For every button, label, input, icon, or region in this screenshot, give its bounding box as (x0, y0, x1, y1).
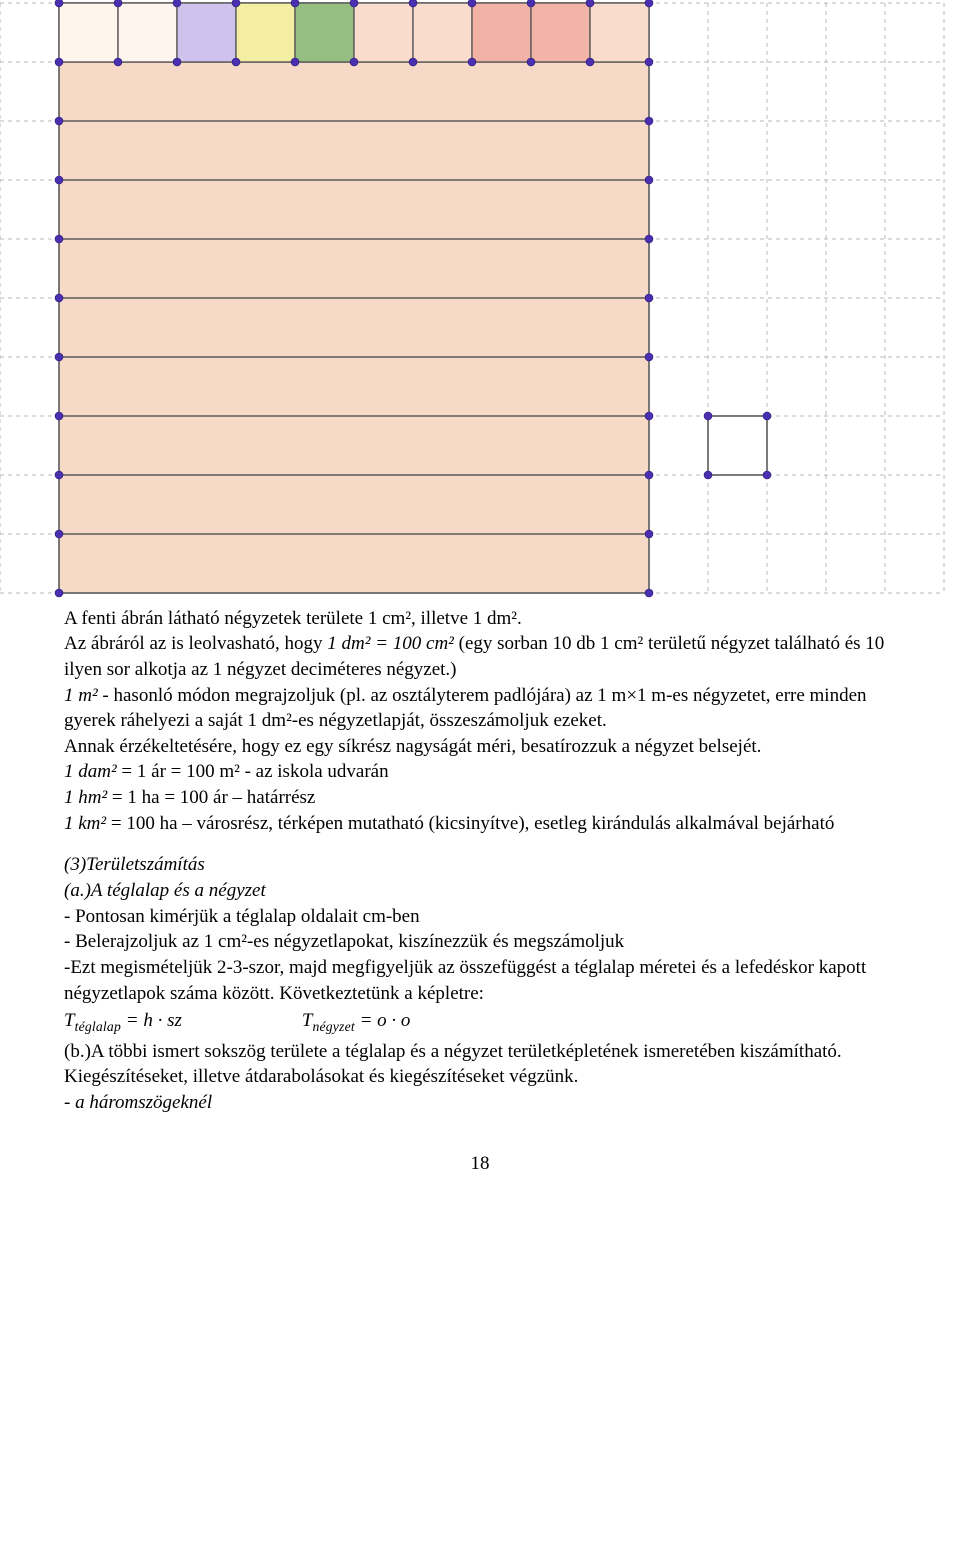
page-number: 18 (64, 1151, 896, 1177)
formula-square: Tnégyzet = o · o (302, 1008, 411, 1036)
formula-rect-sub: téglalap (75, 1019, 121, 1034)
formula-row: Ttéglalap = h · sz Tnégyzet = o · o (64, 1008, 896, 1036)
p5-lead: 1 dam² (64, 761, 117, 782)
formula-sq-T: T (302, 1010, 313, 1031)
p7-body: = 100 ha – városrész, térképen mutatható… (106, 813, 834, 834)
p6-lead: 1 hm² (64, 787, 107, 808)
paragraph-dam2: 1 dam² = 1 ár = 100 m² - az iskola udvar… (64, 759, 896, 785)
paragraph-b: (b.)A többi ismert sokszög területe a té… (64, 1039, 896, 1090)
paragraph-hm2: 1 hm² = 1 ha = 100 ár – határrész (64, 785, 896, 811)
paragraph-m2: 1 m² - hasonló módon megrajzoljuk (pl. a… (64, 683, 896, 734)
geometry-figure (0, 0, 960, 598)
bullet-3: -Ezt megismételjük 2-3-szor, majd megfig… (64, 955, 896, 1006)
formula-rect-T: T (64, 1010, 75, 1031)
paragraph-km2: 1 km² = 100 ha – városrész, térképen mut… (64, 811, 896, 837)
bullet-2: - Belerajzoljuk az 1 cm²-es négyzetlapok… (64, 929, 896, 955)
paragraph-shade: Annak érzékeltetésére, hogy ez egy síkré… (64, 734, 896, 760)
formula-sq-rhs: = o · o (355, 1010, 411, 1031)
paragraph-dm2: Az ábráról az is leolvasható, hogy 1 dm²… (64, 631, 896, 682)
p2-lead: Az ábráról az is leolvasható, hogy (64, 633, 327, 654)
section-3-title: (3)Területszámítás (64, 852, 896, 878)
p7-lead: 1 km² (64, 813, 106, 834)
formula-rectangle: Ttéglalap = h · sz (64, 1008, 182, 1036)
p6-body: = 1 ha = 100 ár – határrész (107, 787, 315, 808)
formula-sq-sub: négyzet (312, 1019, 354, 1034)
formula-rect-rhs: = h · sz (121, 1010, 182, 1031)
p2-eq: 1 dm² = 100 cm² (327, 633, 454, 654)
p3-lead: 1 m² (64, 685, 98, 706)
figure-container (0, 0, 960, 606)
page: A fenti ábrán látható négyzetek területe… (0, 0, 960, 1217)
section-3a-title: (a.)A téglalap és a négyzet (64, 878, 896, 904)
p3-body: - hasonló módon megrajzoljuk (pl. az osz… (64, 685, 867, 732)
paragraph-triangle: - a háromszögeknél (64, 1090, 896, 1116)
bullet-1: - Pontosan kimérjük a téglalap oldalait … (64, 904, 896, 930)
p5-body: = 1 ár = 100 m² - az iskola udvarán (117, 761, 389, 782)
paragraph-intro: A fenti ábrán látható négyzetek területe… (64, 606, 896, 632)
